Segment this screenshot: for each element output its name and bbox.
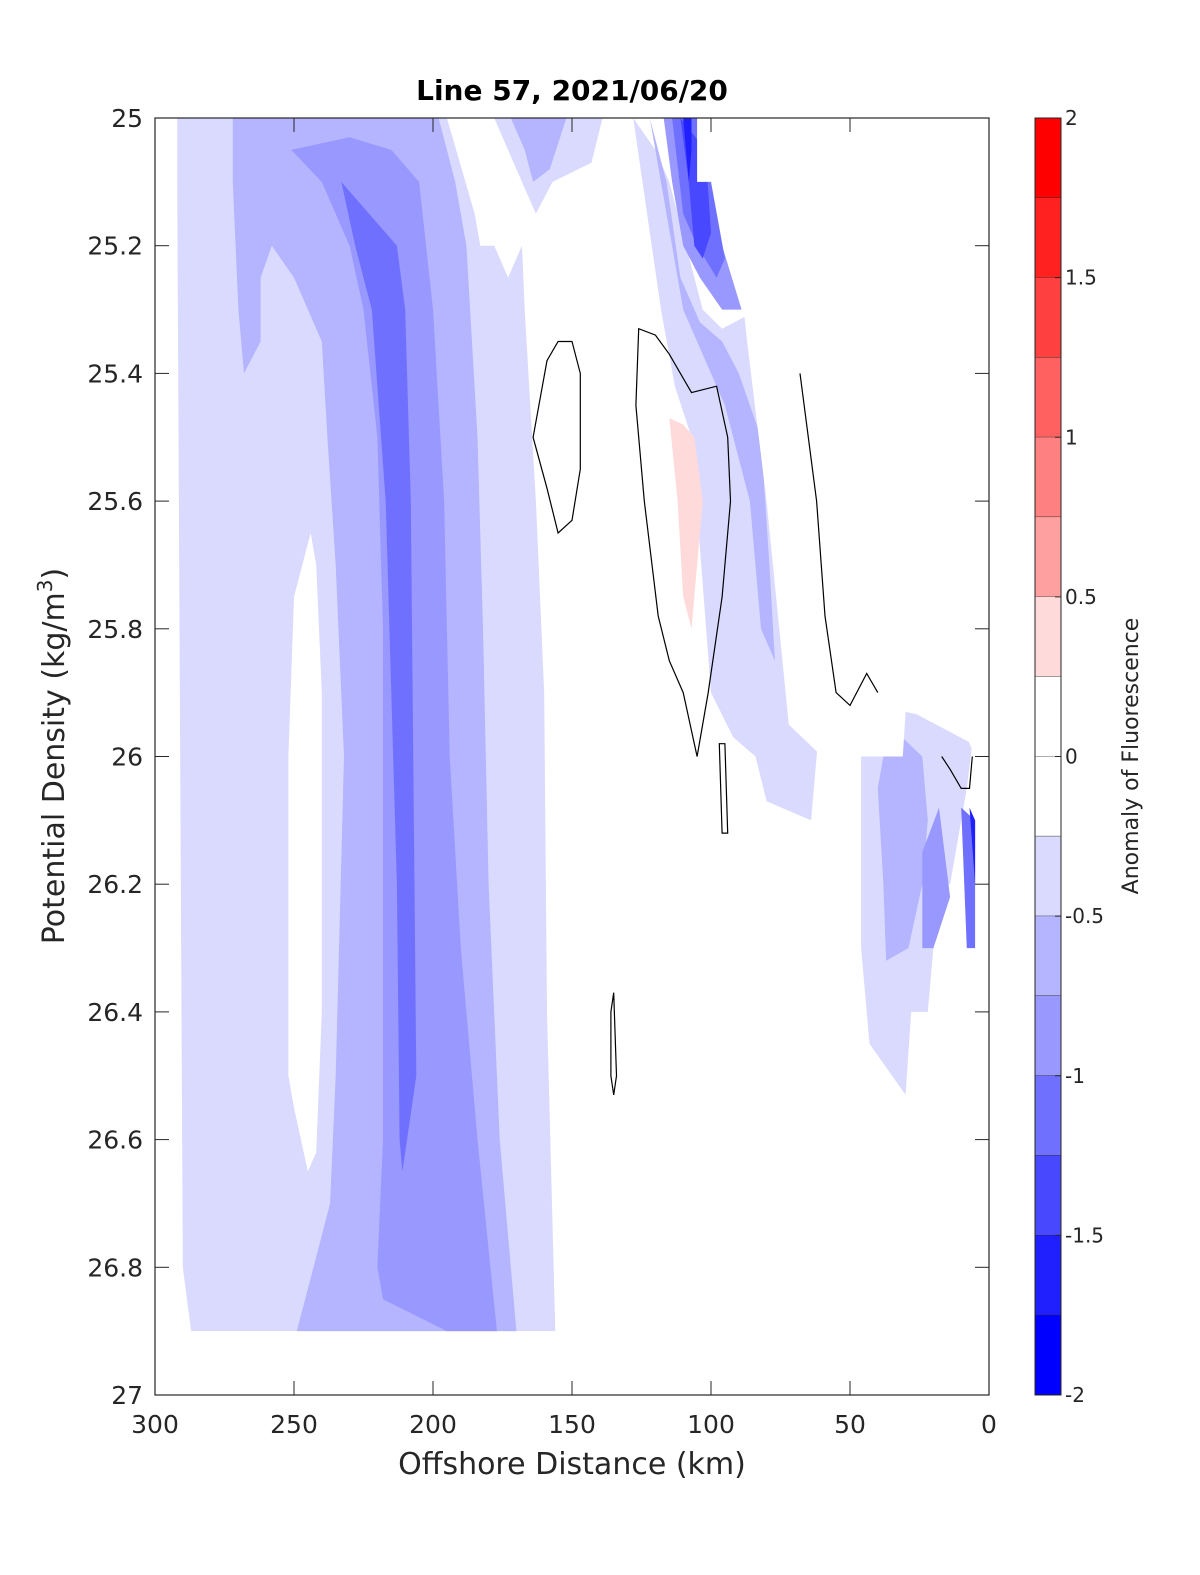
- chart-title: Line 57, 2021/06/20: [416, 74, 728, 107]
- contour-fill-region: [649, 118, 775, 661]
- x-tick-label: 0: [981, 1410, 997, 1439]
- colorbar-tick-label: 2: [1065, 106, 1078, 130]
- contour-fill-region: [341, 181, 417, 1172]
- colorbar-level: [1035, 916, 1061, 996]
- y-tick-label: 26.2: [87, 870, 143, 899]
- colorbar-tick-label: 0.5: [1065, 585, 1097, 609]
- zero-contour-line: [532, 340, 581, 535]
- colorbar-level: [1035, 1235, 1061, 1316]
- contour-fill-region: [877, 724, 928, 961]
- x-tick-label: 50: [834, 1410, 866, 1439]
- colorbar-tick-label: -1.5: [1065, 1223, 1104, 1247]
- y-tick-label: 26.6: [87, 1126, 143, 1155]
- y-tick-label: 25.4: [87, 359, 143, 388]
- colorbar: 2 1.5 1 0.5 0 -0.5 -1 -1.5 -2 Anomaly of Fluores…: [1034, 106, 1144, 1407]
- colorbar-level: [1035, 995, 1061, 1076]
- contour-fill-region: [969, 807, 976, 885]
- contour-fill-region: [510, 118, 567, 182]
- contour-fill-region: [288, 533, 322, 1172]
- y-tick-label: 26.4: [87, 998, 143, 1027]
- y-tick-label: 27: [111, 1381, 143, 1410]
- colorbar-tick-label: -2: [1065, 1383, 1085, 1407]
- colorbar-level: [1035, 437, 1061, 518]
- colorbar-level: [1035, 756, 1061, 837]
- colorbar-level: [1035, 676, 1061, 757]
- colorbar-level: [1035, 1315, 1061, 1395]
- contour-fill-region: [961, 807, 976, 949]
- colorbar-label: Anomaly of Fluorescence: [1119, 618, 1144, 895]
- plot-area: 300 250 200 150 100 50 0 2525.225.425.625.8262…: [87, 104, 997, 1439]
- colorbar-level: [1035, 118, 1061, 198]
- y-tick-label: 26: [111, 743, 143, 772]
- y-axis-ticks: 25 25.2 25.4 25.6 25.8 26 26.2 26.4 26.6 26.8 27: [87, 104, 989, 1410]
- zero-contour-line: [610, 992, 618, 1095]
- filled-contours: [177, 118, 976, 1332]
- colorbar-level: [1035, 277, 1061, 358]
- x-tick-label: 250: [270, 1410, 318, 1439]
- y-axis-label-superscript: 3: [33, 579, 57, 592]
- x-tick-label: 100: [687, 1410, 735, 1439]
- y-axis-label: Potential Density (kg/m3): [33, 568, 72, 944]
- colorbar-tick-label: 0: [1065, 745, 1078, 769]
- zero-contour-line: [718, 743, 729, 834]
- contour-fill-region: [683, 118, 692, 182]
- x-tick-label: 200: [409, 1410, 457, 1439]
- colorbar-level: [1035, 596, 1061, 677]
- y-tick-label: 25.8: [87, 615, 143, 644]
- y-tick-label: 25.6: [87, 487, 143, 516]
- y-tick-label: 25.2: [87, 232, 143, 261]
- no-data-region: [697, 118, 989, 789]
- x-axis-ticks: 300 250 200 150 100 50 0: [131, 118, 997, 1439]
- x-axis-label: Offshore Distance (km): [398, 1447, 746, 1482]
- colorbar-tick-label: 1: [1065, 425, 1078, 449]
- y-axis-label-main: Potential Density (kg/m: [37, 592, 72, 944]
- colorbar-level: [1035, 1075, 1061, 1156]
- y-tick-label: 25: [111, 104, 143, 133]
- zero-contour-line: [799, 373, 879, 707]
- zero-contour-lines: [532, 327, 973, 1095]
- contour-fill-region: [922, 807, 951, 949]
- zero-contour-line: [635, 327, 732, 757]
- colorbar-tick-label: 1.5: [1065, 266, 1097, 290]
- contour-fill-region: [669, 418, 703, 629]
- no-data-mask: [697, 118, 989, 789]
- colorbar-level: [1035, 517, 1061, 597]
- colorbar-level: [1035, 836, 1061, 917]
- colorbar-tick-label: -0.5: [1065, 904, 1104, 928]
- x-tick-label: 300: [131, 1410, 179, 1439]
- colorbar-level: [1035, 357, 1061, 438]
- colorbar-levels: [1035, 118, 1061, 1396]
- zero-contour-line: [941, 756, 973, 790]
- y-axis-label-close: ): [37, 568, 72, 580]
- colorbar-level: [1035, 197, 1061, 278]
- colorbar-ticks: 2 1.5 1 0.5 0 -0.5 -1 -1.5 -2: [1055, 106, 1104, 1407]
- x-tick-label: 150: [548, 1410, 596, 1439]
- y-tick-label: 26.8: [87, 1253, 143, 1282]
- colorbar-level: [1035, 1155, 1061, 1236]
- colorbar-tick-label: -1: [1065, 1064, 1085, 1088]
